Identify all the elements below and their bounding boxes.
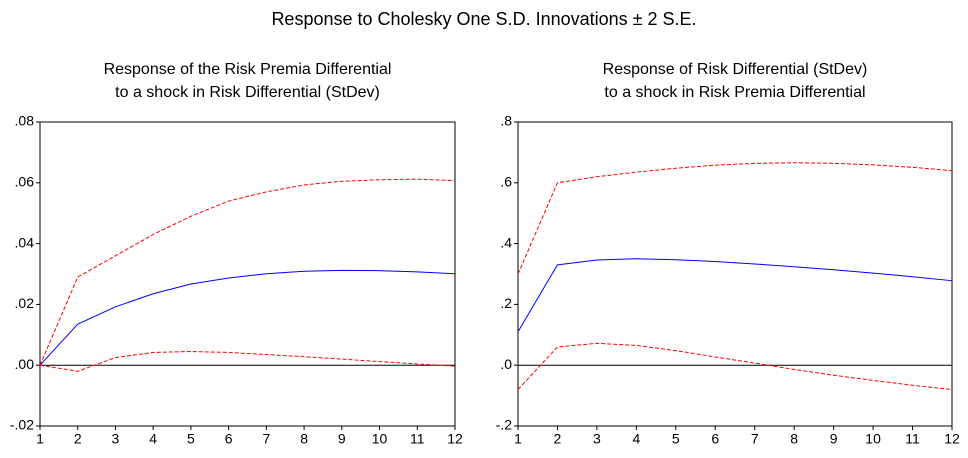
y-tick-label: .8 (500, 113, 512, 129)
series-line (39, 269, 456, 366)
y-tick-label: .2 (500, 295, 512, 311)
chart-title: to a shock in Risk Premia Differential (604, 84, 865, 101)
x-tick-label: 2 (74, 431, 82, 447)
x-tick-label: 6 (711, 431, 719, 447)
y-tick-label: .04 (15, 234, 35, 250)
y-tick-label: .02 (15, 295, 35, 311)
chart-title: Response of Risk Differential (StDev) (603, 61, 868, 78)
x-tick-label: 3 (112, 431, 120, 447)
series-line (517, 162, 953, 275)
x-tick-label: 10 (865, 431, 881, 447)
x-tick-label: 11 (410, 431, 425, 447)
y-tick-label: .4 (500, 234, 512, 250)
x-tick-label: 12 (447, 431, 463, 447)
x-tick-label: 5 (187, 431, 195, 447)
y-tick-label: -.02 (10, 417, 34, 433)
x-tick-label: 11 (905, 431, 920, 447)
y-tick-label: .6 (500, 174, 512, 190)
series-line (517, 342, 953, 391)
y-tick-label: .08 (15, 113, 35, 129)
y-tick-label: .00 (15, 356, 35, 372)
y-tick-label: -.2 (496, 417, 513, 433)
chart-title: to a shock in Risk Differential (StDev) (115, 84, 380, 101)
y-tick-label: .06 (15, 174, 35, 190)
x-tick-label: 2 (554, 431, 562, 447)
x-tick-label: 9 (338, 431, 346, 447)
x-tick-label: 8 (790, 431, 798, 447)
x-tick-label: 8 (300, 431, 308, 447)
x-tick-label: 4 (632, 431, 640, 447)
x-tick-label: 6 (225, 431, 233, 447)
series-line (517, 258, 953, 333)
page-title: Response to Cholesky One S.D. Innovation… (271, 9, 696, 29)
x-tick-label: 3 (593, 431, 601, 447)
x-tick-label: 7 (262, 431, 270, 447)
x-tick-label: 12 (944, 431, 960, 447)
plot-frame (39, 121, 456, 427)
x-tick-label: 10 (372, 431, 388, 447)
y-tick-label: .0 (500, 356, 512, 372)
series-line (39, 178, 456, 366)
x-tick-label: 1 (514, 431, 522, 447)
x-tick-label: 4 (149, 431, 157, 447)
x-tick-label: 9 (830, 431, 838, 447)
series-line (39, 351, 456, 372)
chart-title: Response of the Risk Premia Differential (104, 61, 392, 78)
x-tick-label: 5 (672, 431, 680, 447)
x-tick-label: 7 (751, 431, 759, 447)
x-tick-label: 1 (36, 431, 44, 447)
